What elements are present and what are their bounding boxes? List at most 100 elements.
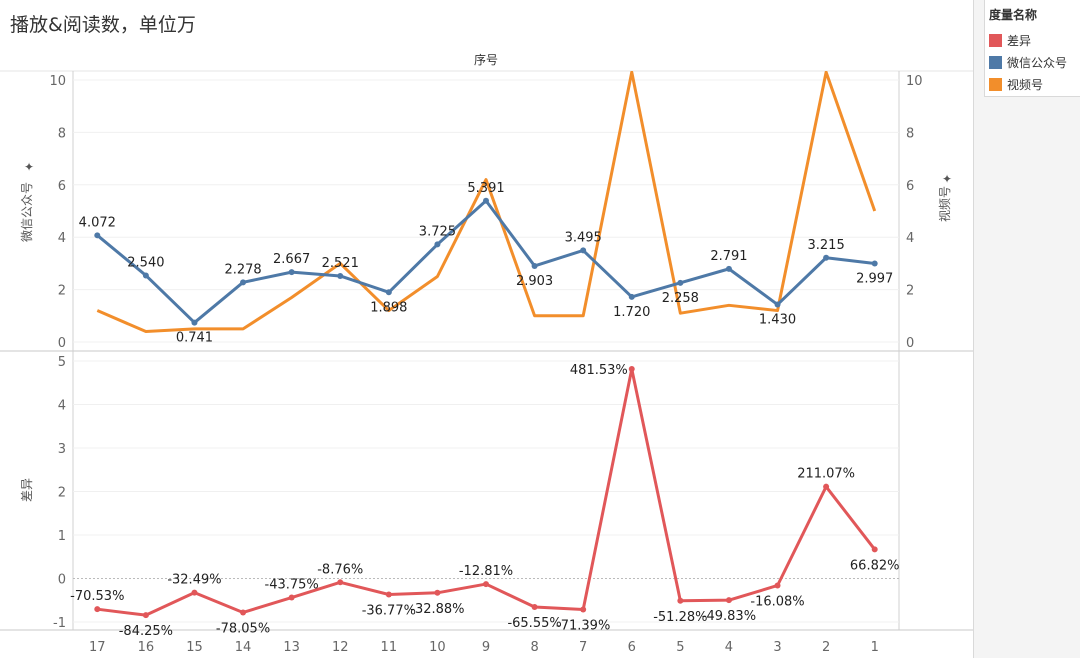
x-tick-label: 2 — [822, 640, 830, 655]
legend-label-diff: 差异 — [1007, 34, 1032, 48]
wechat-point — [531, 262, 538, 269]
top-right-tick-label: 10 — [906, 74, 923, 89]
x-tick-label: 15 — [186, 640, 203, 655]
diff-data-label: -78.05% — [216, 621, 270, 636]
wechat-data-label: 5.391 — [467, 181, 504, 196]
legend-item-diff[interactable]: 差异 — [989, 32, 1031, 49]
diff-data-label: 211.07% — [797, 467, 855, 482]
diff-point — [337, 579, 344, 586]
wechat-point — [774, 301, 781, 308]
x-tick-label: 16 — [138, 640, 155, 655]
legend-label-wechat: 微信公众号 — [1007, 56, 1068, 70]
top-right-tick-label: 4 — [906, 231, 914, 246]
diff-point — [288, 594, 295, 601]
wechat-point — [385, 289, 392, 296]
top-left-tick-label: 10 — [49, 74, 66, 89]
top-right-tick-label: 2 — [906, 284, 914, 299]
legend-item-video[interactable]: 视频号 — [989, 76, 1043, 93]
wechat-data-label: 3.215 — [808, 238, 845, 253]
diff-point — [94, 606, 101, 613]
wechat-data-label: 3.725 — [419, 224, 456, 239]
diff-data-label: -12.81% — [459, 564, 513, 579]
top-left-tick-label: 6 — [58, 179, 66, 194]
right-axis-title: 视频号 — [937, 186, 952, 222]
diff-data-label: 481.53% — [570, 363, 628, 378]
diff-data-label: -16.08% — [750, 594, 804, 609]
diff-data-label: -32.88% — [410, 602, 464, 617]
x-tick-label: 4 — [725, 640, 733, 655]
top-right-tick-label: 0 — [906, 336, 914, 351]
diff-point — [483, 581, 489, 588]
legend-title: 度量名称 — [989, 8, 1038, 22]
diff-point — [823, 483, 830, 490]
diff-point — [385, 591, 392, 598]
x-tick-label: 3 — [773, 640, 781, 655]
wechat-point — [337, 272, 344, 279]
diff-point — [191, 589, 198, 596]
header-label: 序号 — [474, 52, 498, 67]
diff-point — [774, 582, 781, 589]
top-left-tick-label: 0 — [58, 336, 66, 351]
diff-data-label: -36.77% — [362, 603, 416, 618]
wechat-data-label: 3.495 — [565, 230, 602, 245]
wechat-point — [142, 272, 149, 279]
bottom-tick-label: 1 — [58, 529, 66, 544]
wechat-data-label: 1.430 — [759, 313, 796, 328]
x-tick-label: 1 — [871, 640, 879, 655]
legend-item-wechat[interactable]: 微信公众号 — [989, 54, 1067, 71]
wechat-data-label: 2.903 — [516, 274, 553, 289]
diff-data-label: -8.76% — [317, 562, 363, 577]
wechat-point — [94, 232, 101, 239]
diff-point — [628, 366, 635, 373]
legend: 度量名称 差异 微信公众号 视频号 — [984, 0, 1080, 97]
diff-data-label: -43.75% — [265, 578, 319, 593]
diff-point — [240, 609, 247, 616]
wechat-data-label: 2.791 — [710, 249, 747, 264]
bottom-tick-label: 2 — [58, 486, 66, 501]
legend-label-video: 视频号 — [1007, 78, 1044, 92]
wechat-point — [434, 241, 441, 248]
top-left-tick-label: 2 — [58, 284, 66, 299]
x-tick-label: 8 — [530, 640, 538, 655]
legend-panel — [973, 0, 1080, 658]
bottom-tick-label: -1 — [53, 616, 66, 631]
diff-point — [871, 546, 878, 553]
wechat-point — [871, 260, 878, 267]
bottom-tick-label: 3 — [58, 442, 66, 457]
legend-swatch-wechat — [989, 56, 1002, 69]
top-left-tick-label: 4 — [58, 231, 66, 246]
diff-data-label: -70.53% — [70, 589, 124, 604]
x-tick-label: 11 — [381, 640, 398, 655]
wechat-data-label: 2.667 — [273, 252, 310, 267]
wechat-data-label: 1.898 — [370, 300, 407, 315]
wechat-point — [240, 279, 247, 286]
wechat-data-label: 2.997 — [856, 271, 893, 286]
bottom-axis-title: 差异 — [20, 478, 34, 502]
top-right-tick-label: 8 — [906, 126, 914, 141]
wechat-data-label: 4.072 — [79, 215, 116, 230]
top-right-tick-label: 6 — [906, 179, 914, 194]
wechat-point — [191, 319, 198, 326]
series-line-video — [96, 71, 877, 334]
x-tick-label: 12 — [332, 640, 349, 655]
wechat-data-label: 2.258 — [662, 291, 699, 306]
wechat-point — [823, 254, 830, 261]
x-tick-label: 14 — [235, 640, 252, 655]
diff-data-label: -32.49% — [167, 573, 221, 588]
wechat-point — [677, 279, 684, 286]
series-line-wechat — [96, 199, 875, 325]
bottom-tick-label: 4 — [58, 399, 66, 414]
wechat-data-label: 2.278 — [224, 262, 261, 277]
diff-point — [725, 597, 732, 604]
diff-data-label: -51.28% — [653, 610, 707, 625]
x-tick-label: 9 — [482, 640, 490, 655]
bottom-tick-label: 0 — [58, 573, 66, 588]
x-tick-label: 17 — [89, 640, 106, 655]
wechat-data-label: 2.521 — [322, 256, 359, 271]
diff-data-label: -84.25% — [119, 624, 173, 639]
diff-data-label: -49.83% — [702, 609, 756, 624]
x-tick-label: 6 — [628, 640, 636, 655]
diff-data-label: 66.82% — [850, 558, 900, 573]
left-axis-title: 微信公众号 — [20, 182, 34, 242]
